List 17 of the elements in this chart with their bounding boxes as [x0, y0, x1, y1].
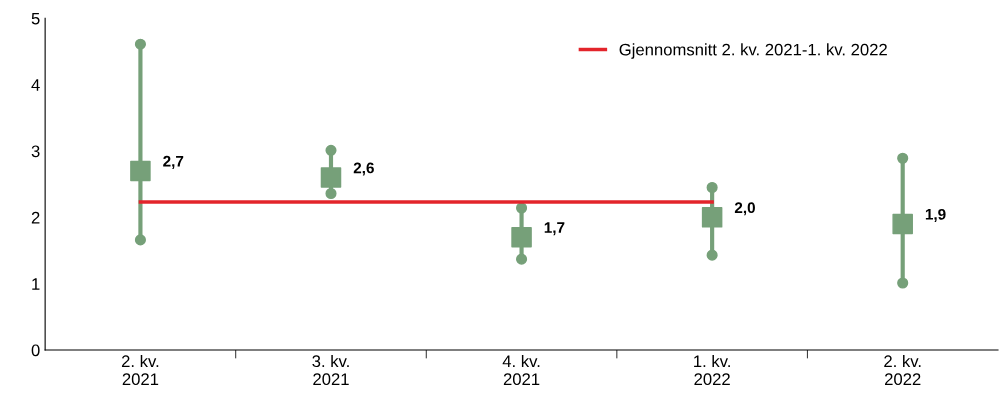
y-tick-label: 4 — [31, 79, 40, 91]
x-tick-label: 2. kv. 2022 — [884, 354, 921, 386]
data-label: 2,0 — [734, 202, 755, 216]
legend-label: Gjennomsnitt 2. kv. 2021-1. kv. 2022 — [619, 43, 887, 59]
x-tick-label: 2. kv. 2021 — [121, 354, 159, 386]
x-tick-label: 3. kv. 2021 — [312, 354, 349, 386]
data-label: 1,9 — [925, 208, 946, 222]
y-tick-label: 3 — [31, 145, 40, 158]
data-label: 2,7 — [163, 155, 184, 169]
data-label: 1,7 — [544, 222, 565, 236]
y-tick-label: 1 — [32, 278, 40, 290]
y-tick-label: 2 — [31, 211, 40, 224]
data-label: 2,6 — [353, 162, 374, 176]
y-tick-label: 0 — [31, 344, 40, 357]
x-tick-label: 1. kv. 2022 — [694, 354, 730, 386]
x-tick-label: 4. kv. 2021 — [502, 354, 540, 386]
y-tick-label: 5 — [31, 12, 40, 25]
